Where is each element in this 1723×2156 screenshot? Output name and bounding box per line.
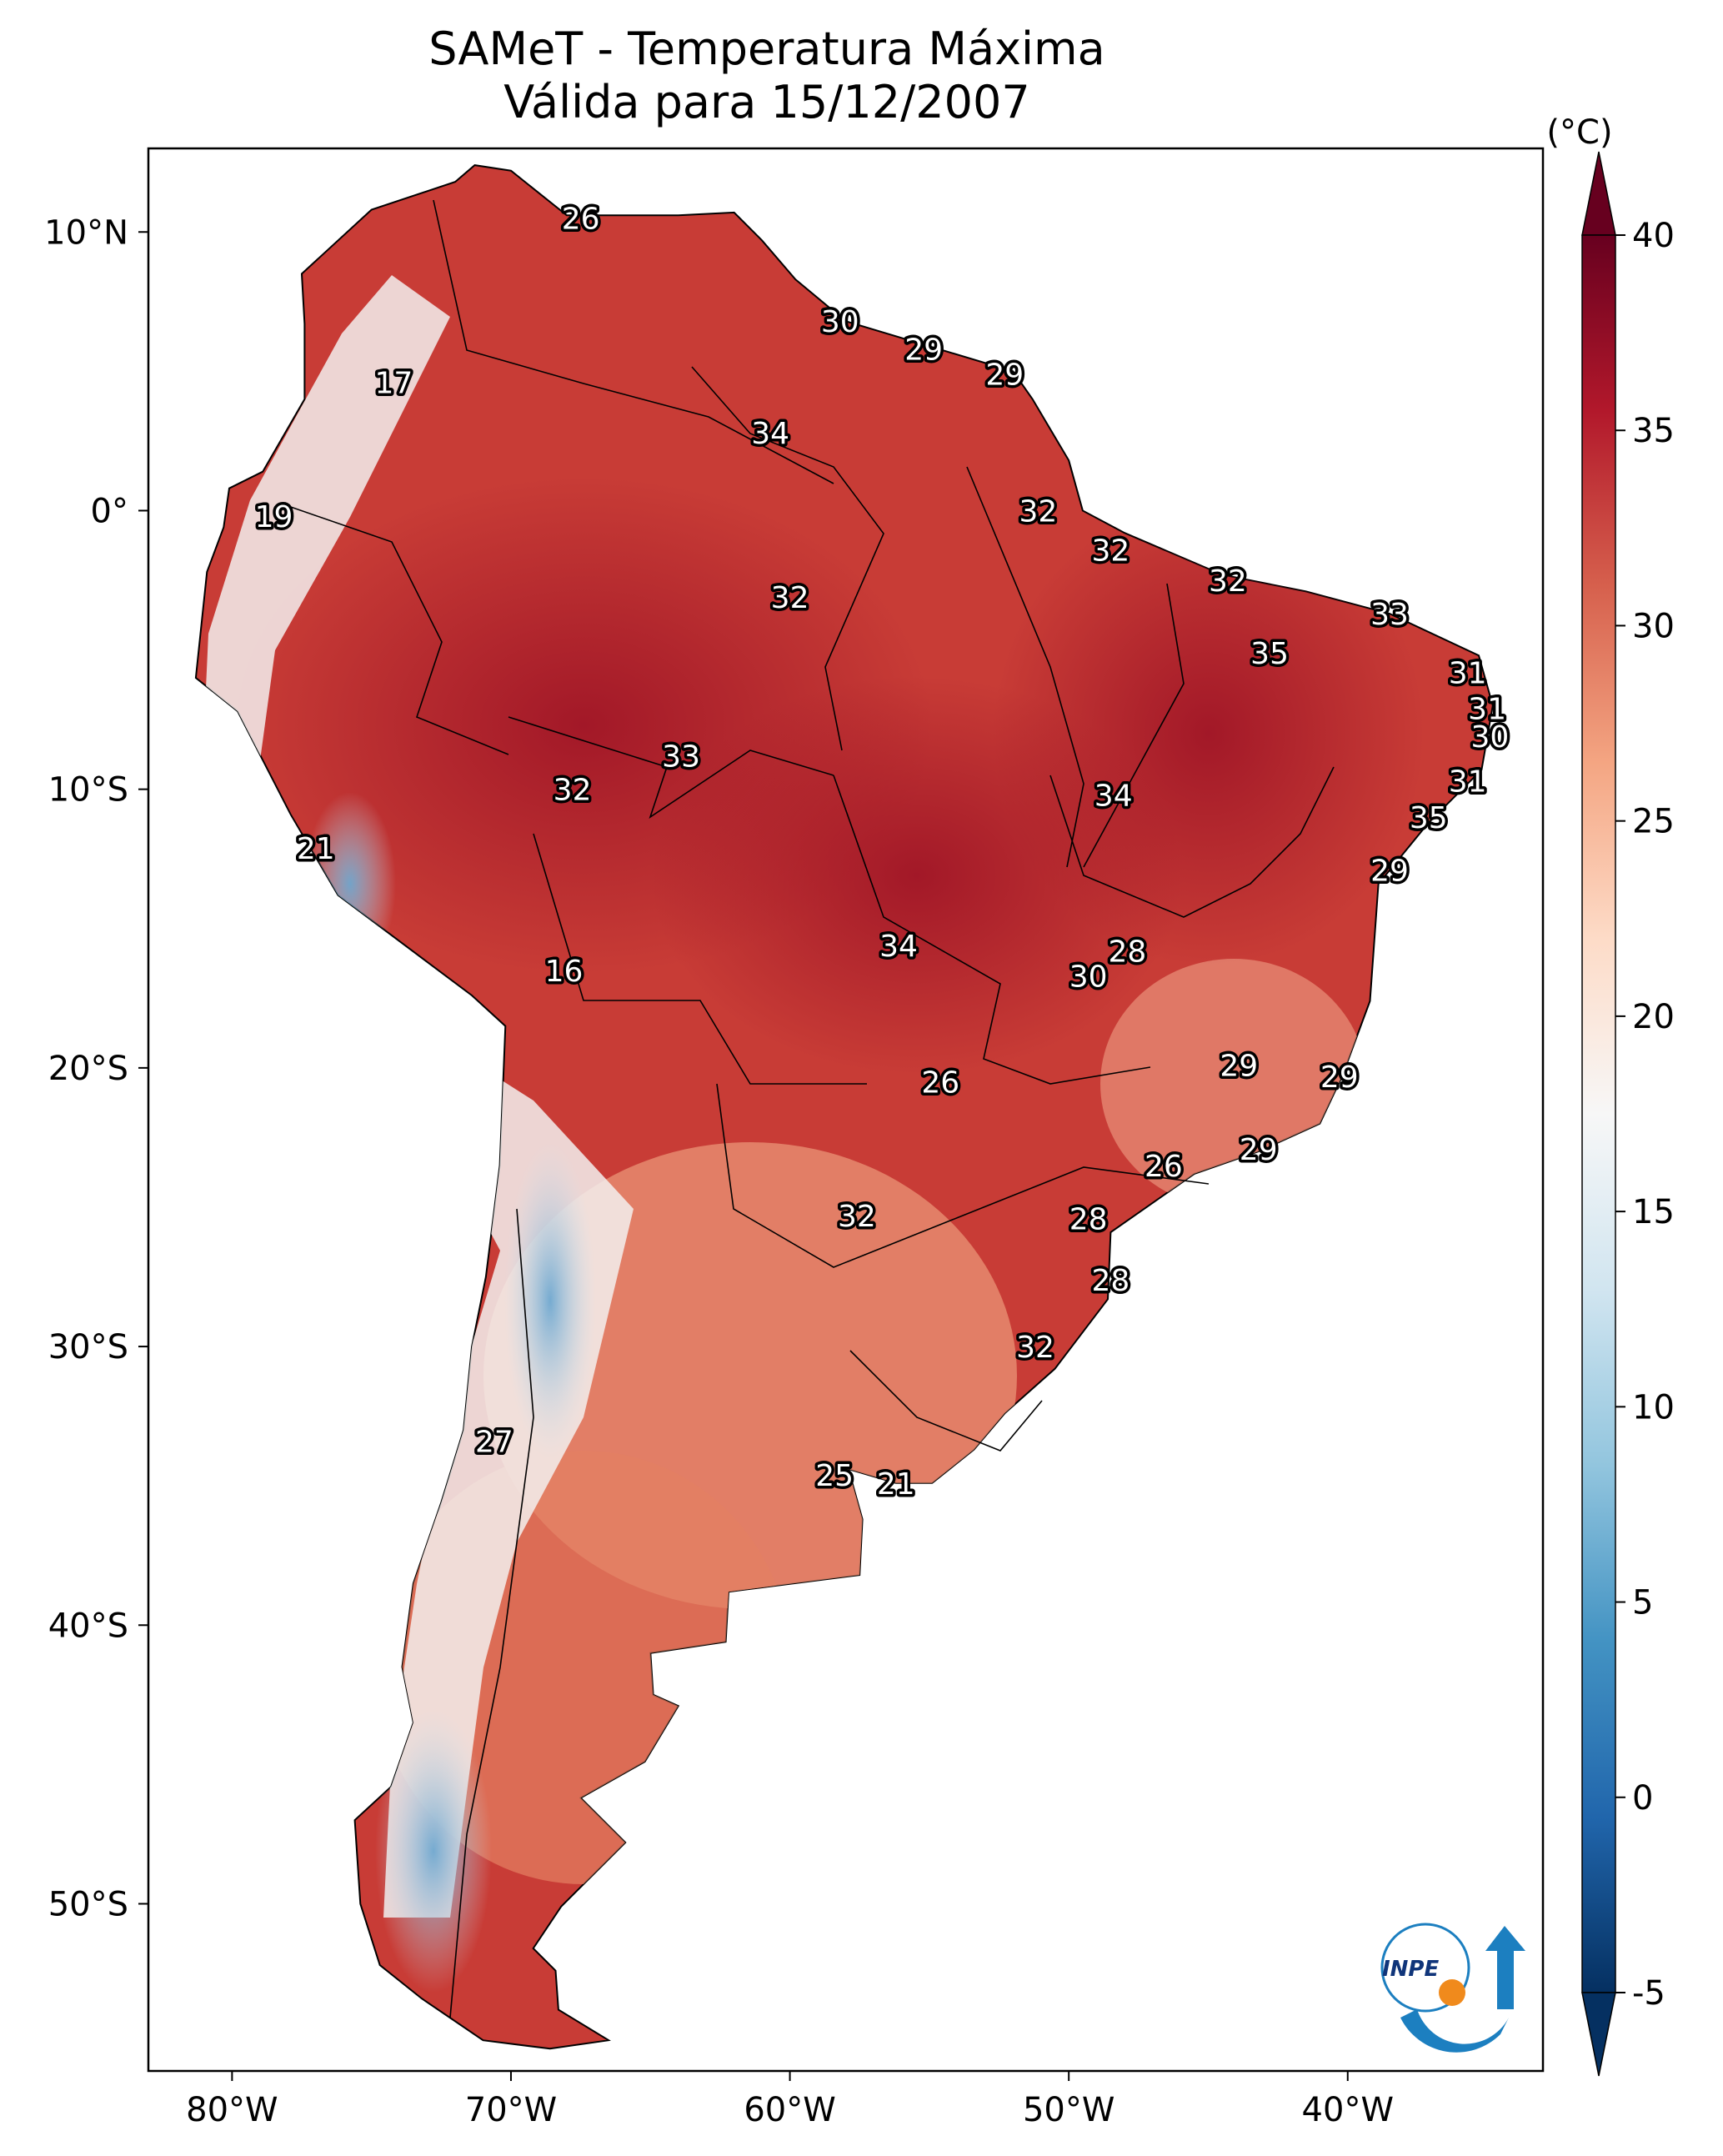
border-maranhao — [1083, 583, 1185, 868]
lon-tick-label: 40°W — [1302, 2091, 1394, 2129]
border-venezuela — [433, 199, 834, 484]
lat-tick-label: 30°S — [48, 1328, 128, 1366]
logo-text: INPE — [1382, 1957, 1439, 1982]
colorbar-top-extension — [1581, 151, 1616, 236]
altiplano-cold-spot — [504, 1142, 596, 1459]
temperature-label: 29 — [904, 333, 943, 368]
temperature-label: 33 — [1370, 598, 1409, 632]
border-brazil-states-ne — [1049, 766, 1335, 918]
temperature-label: 34 — [751, 417, 789, 451]
temperature-label: 26 — [921, 1066, 959, 1101]
colorbar-tick-label: 35 — [1632, 412, 1675, 450]
lon-tick-label: 50°W — [1023, 2091, 1114, 2129]
temperature-label: 21 — [877, 1467, 915, 1502]
temperature-label: 27 — [475, 1426, 513, 1460]
colorbar-tick-label: 0 — [1632, 1779, 1653, 1818]
lon-tick-label: 80°W — [186, 2091, 278, 2129]
border-brazil-states-center — [833, 775, 1151, 1085]
temperature-label: 34 — [1094, 779, 1133, 813]
colorbar-tick-label: 15 — [1632, 1193, 1675, 1231]
temperature-label: 35 — [1250, 637, 1289, 671]
lat-tick-label: 20°S — [48, 1050, 128, 1088]
central-hot-zone — [650, 675, 1184, 1075]
temperature-label: 19 — [255, 500, 293, 534]
temperature-label: 26 — [562, 203, 600, 237]
temperature-label: 33 — [662, 740, 700, 775]
temperature-label: 28 — [1091, 1264, 1129, 1298]
colorbar-bar — [1581, 234, 1616, 1993]
temperature-label: 29 — [1320, 1060, 1359, 1095]
temperature-label: 26 — [1144, 1150, 1183, 1184]
border-para-tocantins — [966, 466, 1084, 868]
map-subtitle: Válida para 15/12/2007 — [503, 76, 1030, 128]
lat-tick-label: 10°S — [48, 771, 128, 810]
temperature-label: 30 — [1471, 720, 1510, 755]
temperature-label: 32 — [1016, 1331, 1054, 1365]
lon-tick-label: 70°W — [465, 2091, 557, 2129]
temperature-label: 34 — [879, 930, 918, 964]
border-paraguay — [716, 1083, 1210, 1268]
temperature-label: 29 — [1240, 1133, 1278, 1167]
logo-swoosh — [1400, 2009, 1509, 2053]
temperature-label: 31 — [1449, 765, 1487, 800]
temperature-label: 32 — [1091, 534, 1129, 568]
logo-arrow-icon — [1485, 1926, 1525, 2009]
logo-sun-dot — [1439, 1979, 1465, 2006]
colorbar-ticks: 40 35 30 25 20 15 10 5 0 -5 — [1615, 217, 1675, 2013]
lon-tick-label: 60°W — [744, 2091, 835, 2129]
temperature-label: 32 — [1019, 494, 1057, 529]
border-bolivia — [533, 833, 867, 1085]
lat-tick-label: 40°S — [48, 1607, 128, 1645]
temperature-label: 16 — [545, 955, 584, 989]
colorbar-tick-label: 5 — [1632, 1584, 1653, 1622]
colorbar-tick-label: 25 — [1632, 803, 1675, 841]
temperature-label: 29 — [1370, 855, 1409, 889]
temperature-label: 32 — [1209, 564, 1247, 599]
logo-ring — [1380, 1923, 1470, 2013]
temperature-label: 32 — [771, 581, 809, 615]
temperature-label: 28 — [1069, 1202, 1108, 1236]
axis-ticks — [138, 231, 1349, 2081]
border-peru-brazil — [508, 716, 834, 819]
inpe-logo: INPE — [1380, 1923, 1525, 2053]
lat-tick-label: 10°N — [44, 213, 128, 252]
country-borders — [283, 199, 1335, 2018]
colorbar-tick-label: 20 — [1632, 998, 1675, 1036]
border-chile-argentina — [449, 1208, 534, 2018]
colorbar-bottom-extension — [1581, 1992, 1616, 2077]
colorbar-tick-label: 40 — [1632, 217, 1675, 255]
map-title: SAMeT - Temperatura Máxima — [428, 23, 1105, 75]
patagonia-cold-spot — [375, 1709, 492, 1993]
temperature-label: 30 — [1069, 960, 1108, 995]
latitude-labels: 10°N 0° 10°S 20°S 30°S 40°S 50°S — [44, 213, 128, 1923]
temperature-label: 17 — [375, 367, 413, 401]
lat-tick-label: 0° — [91, 492, 128, 530]
temperature-label: 29 — [1220, 1050, 1258, 1084]
temperature-label: 32 — [838, 1200, 876, 1234]
longitude-labels: 80°W 70°W 60°W 50°W 40°W — [186, 2091, 1394, 2129]
colorbar-tick-label: 10 — [1632, 1388, 1675, 1426]
colorbar-tick-label: -5 — [1632, 1974, 1665, 2013]
temperature-label: 31 — [1449, 656, 1487, 690]
colorbar: 40 35 30 25 20 15 10 5 0 -5 (°C) — [1546, 113, 1675, 2077]
colorbar-tick-label: 30 — [1632, 607, 1675, 645]
temperature-label: 35 — [1410, 801, 1448, 835]
temperature-label: 30 — [821, 305, 859, 339]
temperature-label: 29 — [985, 358, 1024, 393]
temperature-label: 31 — [1468, 693, 1506, 727]
border-brazil-north — [691, 366, 884, 751]
border-uruguay — [849, 1350, 1043, 1452]
temperature-label: 21 — [297, 832, 335, 866]
lat-tick-label: 50°S — [48, 1885, 128, 1923]
temperature-label: 25 — [815, 1459, 854, 1493]
colorbar-unit: (°C) — [1546, 113, 1612, 152]
temperature-label: 28 — [1109, 935, 1147, 970]
border-ecuador-peru — [283, 504, 509, 755]
temperature-label: 32 — [553, 774, 592, 808]
